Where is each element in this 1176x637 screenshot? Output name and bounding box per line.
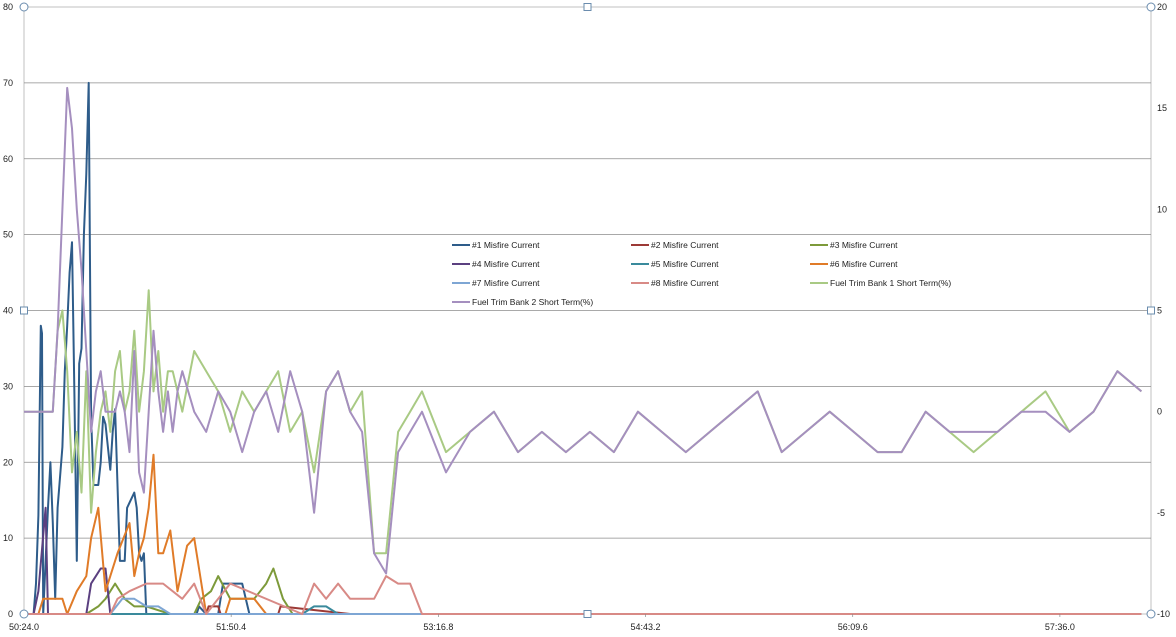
legend-label: #4 Misfire Current bbox=[472, 259, 540, 269]
y-right-tick-label: 15 bbox=[1157, 103, 1167, 113]
legend-label: #6 Misfire Current bbox=[830, 259, 898, 269]
y-right-tick-label: 0 bbox=[1157, 407, 1162, 417]
x-tick-label: 50:24.0 bbox=[9, 622, 39, 632]
legend-label: #2 Misfire Current bbox=[651, 240, 719, 250]
series-line-10 bbox=[24, 86, 1143, 575]
y-left-tick-label: 30 bbox=[3, 381, 13, 391]
selection-handles[interactable] bbox=[19, 2, 1156, 619]
edge-resize-handle[interactable] bbox=[20, 306, 28, 315]
legend-label: Fuel Trim Bank 2 Short Term(%) bbox=[472, 297, 593, 307]
series-line-4 bbox=[24, 506, 1142, 615]
y-left-tick-label: 40 bbox=[3, 306, 13, 316]
series-line-7 bbox=[24, 597, 1142, 615]
y-right-tick-label: -5 bbox=[1157, 508, 1165, 518]
corner-resize-handle[interactable] bbox=[1146, 2, 1156, 12]
y-right-tick-label: 5 bbox=[1157, 306, 1162, 316]
series-line-5 bbox=[24, 605, 1142, 615]
y-left-tick-label: 0 bbox=[8, 609, 13, 619]
y-left-tick-label: 20 bbox=[3, 457, 13, 467]
y-right-tick-label: 20 bbox=[1157, 2, 1167, 12]
edge-resize-handle[interactable] bbox=[583, 610, 592, 618]
edge-resize-handle[interactable] bbox=[583, 3, 592, 11]
legend-label: #7 Misfire Current bbox=[472, 278, 540, 288]
x-tick-label: 57:36.0 bbox=[1045, 622, 1075, 632]
legend-label: #5 Misfire Current bbox=[651, 259, 719, 269]
series-lines bbox=[24, 81, 1143, 615]
edge-resize-handle[interactable] bbox=[1147, 306, 1155, 315]
y-axis-right: -10 -5 0 5 10 15 20 bbox=[1157, 2, 1170, 619]
corner-resize-handle[interactable] bbox=[19, 609, 29, 619]
legend: #1 Misfire Current #2 Misfire Current #3 M… bbox=[452, 240, 951, 307]
x-tick-label: 56:09.6 bbox=[838, 622, 868, 632]
y-left-tick-label: 50 bbox=[3, 230, 13, 240]
x-tick-label: 53:16.8 bbox=[423, 622, 453, 632]
series-line-9 bbox=[24, 289, 1143, 555]
x-axis: 50:24.0 51:50.4 53:16.8 54:43.2 56:09.6 57:36… bbox=[9, 614, 1075, 632]
x-tick-label: 54:43.2 bbox=[631, 622, 661, 632]
legend-label: #8 Misfire Current bbox=[651, 278, 719, 288]
series-line-6 bbox=[24, 453, 1142, 615]
y-right-tick-label: 10 bbox=[1157, 204, 1167, 214]
legend-label: #1 Misfire Current bbox=[472, 240, 540, 250]
series-line-2 bbox=[24, 605, 1142, 615]
y-left-tick-label: 80 bbox=[3, 2, 13, 12]
corner-resize-handle[interactable] bbox=[19, 2, 29, 12]
gridlines bbox=[24, 82, 1151, 539]
series-line-8 bbox=[24, 575, 1142, 615]
legend-label: Fuel Trim Bank 1 Short Term(%) bbox=[830, 278, 951, 288]
y-left-tick-label: 70 bbox=[3, 78, 13, 88]
y-left-tick-label: 10 bbox=[3, 533, 13, 543]
y-left-tick-label: 60 bbox=[3, 154, 13, 164]
corner-resize-handle[interactable] bbox=[1146, 609, 1156, 619]
x-tick-label: 51:50.4 bbox=[216, 622, 246, 632]
series-line-3 bbox=[24, 567, 1142, 615]
y-right-tick-label: -10 bbox=[1157, 609, 1170, 619]
y-axis-left: 0 10 20 30 40 50 60 70 80 bbox=[3, 2, 13, 619]
legend-label: #3 Misfire Current bbox=[830, 240, 898, 250]
